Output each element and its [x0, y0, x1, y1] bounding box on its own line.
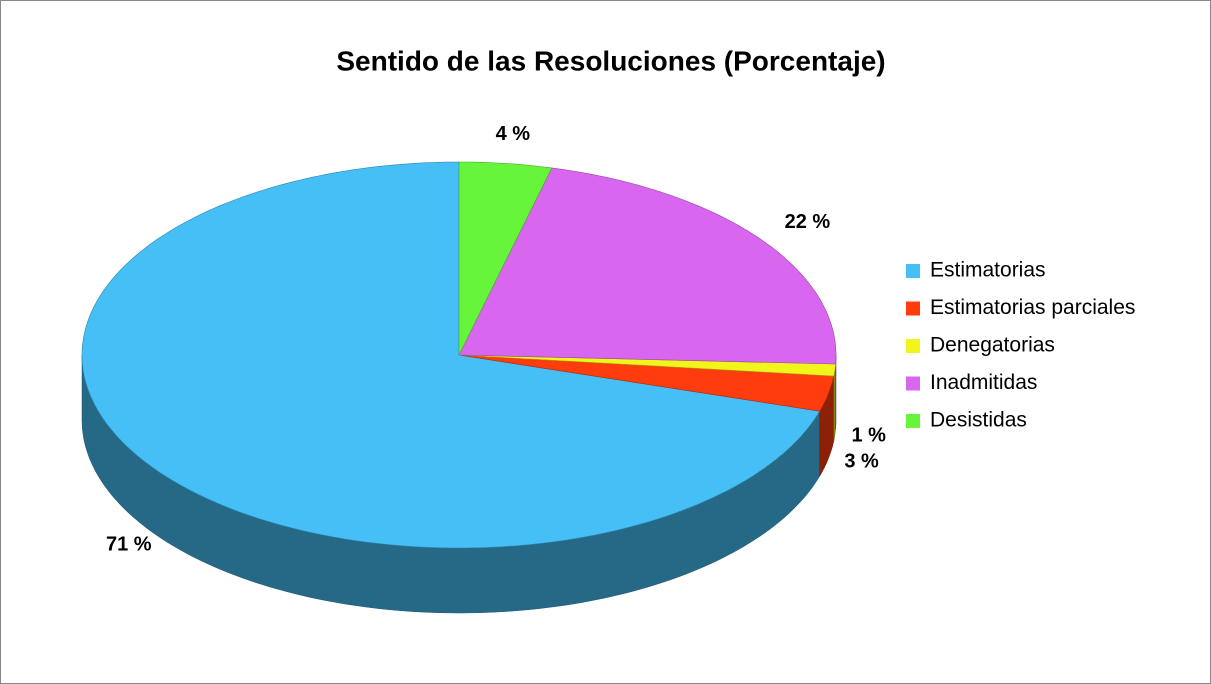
legend-label: Estimatorias	[930, 259, 1046, 282]
legend-label: Denegatorias	[930, 334, 1055, 357]
legend-swatch	[906, 376, 920, 391]
pie-slice	[81, 161, 821, 549]
legend-label: Estimatorias parciales	[930, 296, 1135, 319]
data-label: 22 %	[785, 211, 831, 233]
data-label: 3 %	[844, 450, 879, 472]
data-label: 71 %	[106, 533, 152, 555]
legend-swatch	[906, 414, 920, 428]
data-label: 4 %	[496, 123, 531, 145]
data-label: 1 %	[851, 425, 886, 447]
legend-swatch	[906, 264, 920, 278]
pie-slice	[458, 354, 835, 412]
legend-swatch	[906, 339, 920, 353]
legend-label: Desistidas	[930, 409, 1027, 432]
pie-slice	[458, 161, 553, 356]
pie-slice	[458, 167, 837, 365]
legend-swatch	[906, 301, 920, 316]
legend-label: Inadmitidas	[930, 371, 1037, 394]
chart-title: Sentido de las Resoluciones (Porcentaje)	[336, 45, 885, 76]
